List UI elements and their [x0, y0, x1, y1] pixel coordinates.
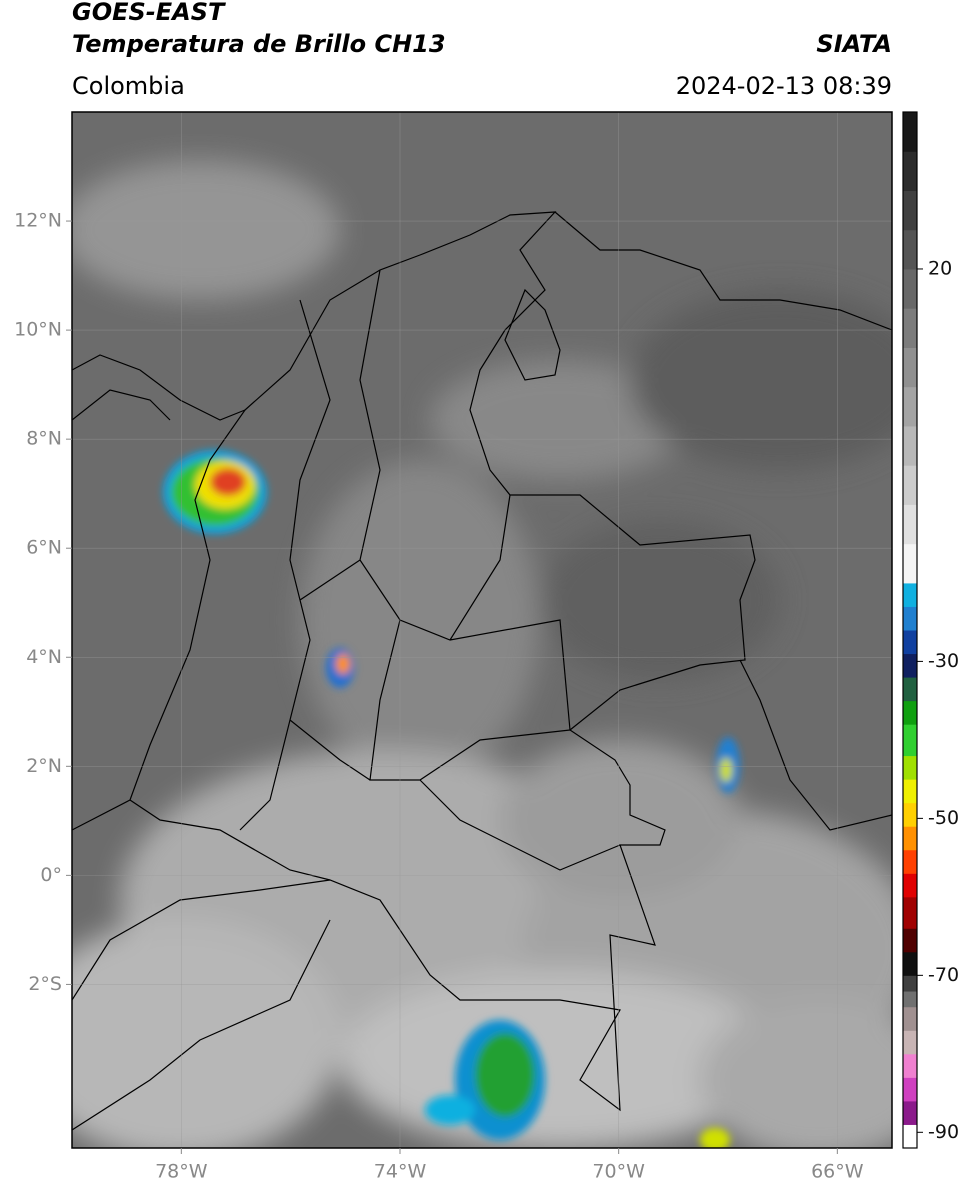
colorbar-segment: [903, 268, 917, 309]
colorbar-segment: [903, 849, 917, 874]
colorbar-segment: [903, 1100, 917, 1125]
datetime-label: 2024-02-13 08:39: [676, 72, 892, 100]
satellite-title: GOES-EAST: [72, 0, 226, 26]
y-tick-label: 2°S: [28, 973, 62, 995]
colorbar-tick-label: -30: [928, 650, 959, 672]
product-title: Temperatura de Brillo CH13: [72, 30, 446, 58]
colorbar-segment: [903, 975, 917, 992]
colorbar-segment: [903, 1006, 917, 1031]
colorbar-segment: [903, 1124, 917, 1149]
colorbar-segment: [903, 308, 917, 348]
brazil-border: [739, 659, 892, 831]
colorbar-tick-label: -70: [928, 964, 959, 986]
x-tick-label: 66°W: [811, 1161, 864, 1183]
y-tick-label: 8°N: [26, 428, 62, 450]
satellite-image: [72, 112, 892, 1148]
y-tick-label: 6°N: [26, 537, 62, 559]
colorbar-segment: [903, 896, 917, 929]
colorbar-segment: [903, 582, 917, 607]
y-tick-label: 0°: [40, 864, 62, 886]
colorbar-segment: [903, 1053, 917, 1078]
colorbar-segment: [903, 190, 917, 231]
colorbar-segment: [903, 951, 917, 976]
colorbar: [903, 112, 917, 1149]
map-frame: [71, 111, 893, 1149]
colorbar-segment: [903, 543, 917, 584]
colorbar-segment: [903, 779, 917, 804]
x-tick-label: 70°W: [592, 1161, 645, 1183]
colorbar-segment: [903, 425, 917, 466]
venezuela-coast: [554, 211, 892, 331]
region-label: Colombia: [72, 72, 185, 100]
colorbar-segment: [903, 873, 917, 898]
colorbar-segment: [903, 347, 917, 388]
colorbar-segment: [903, 802, 917, 827]
departments: [239, 269, 621, 871]
colorbar-segment: [903, 606, 917, 631]
colorbar-segment: [903, 991, 917, 1008]
colorbar-segment: [903, 465, 917, 505]
colorbar-segment: [903, 677, 917, 702]
colorbar-segment: [903, 700, 917, 725]
colorbar-segment: [903, 151, 917, 191]
colorbar-segment: [903, 504, 917, 545]
y-tick-label: 12°N: [14, 210, 62, 232]
ecuador-peru-border: [72, 799, 331, 1131]
colorbar-frame: [902, 111, 918, 1149]
colorbar-segment: [903, 928, 917, 953]
y-tick-label: 2°N: [26, 755, 62, 777]
colorbar-segment: [903, 1030, 917, 1055]
colorbar-segment: [903, 653, 917, 678]
maracaibo-lake: [504, 288, 561, 381]
colorbar-segment: [903, 386, 917, 427]
x-tick-label: 74°W: [374, 1161, 427, 1183]
colorbar-segment: [903, 229, 917, 270]
colorbar-tick-label: -90: [928, 1121, 959, 1143]
colorbar-segment: [903, 724, 917, 757]
source-label: SIATA: [816, 30, 892, 58]
y-tick-label: 4°N: [26, 646, 62, 668]
y-tick-label: 10°N: [14, 319, 62, 341]
colorbar-segment: [903, 112, 917, 152]
colorbar-tick-label: 20: [928, 257, 952, 279]
colorbar-segment: [903, 630, 917, 655]
country-border: [129, 211, 756, 1112]
colorbar-tick-label: -50: [928, 807, 959, 829]
colorbar-segment: [903, 1077, 917, 1102]
colorbar-segment: [903, 755, 917, 780]
colorbar-segment: [903, 826, 917, 851]
panama-coast: [72, 354, 246, 421]
x-tick-label: 78°W: [155, 1161, 208, 1183]
